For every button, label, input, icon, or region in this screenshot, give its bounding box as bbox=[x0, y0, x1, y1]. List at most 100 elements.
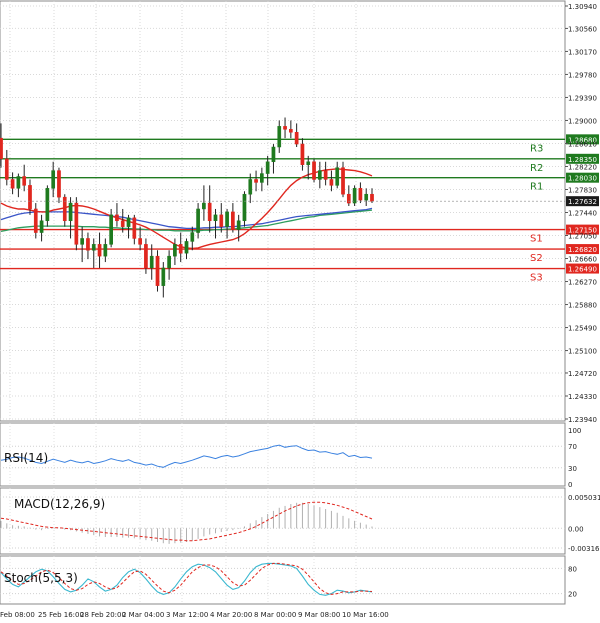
level-name-r2: R2 bbox=[530, 163, 543, 174]
stoch-panel-frame bbox=[0, 555, 566, 605]
candle-body bbox=[10, 179, 15, 189]
price-axis-tick-label: 1.24330 bbox=[568, 393, 597, 401]
level-name-s1: S1 bbox=[530, 234, 543, 245]
candle-body bbox=[178, 244, 183, 254]
price-axis-tick-label: 1.30940 bbox=[568, 3, 597, 11]
candle-body bbox=[323, 170, 328, 180]
candle-body bbox=[28, 185, 32, 210]
price-axis-tick-label: 1.28220 bbox=[568, 163, 597, 171]
candle-body bbox=[91, 244, 96, 251]
rsi-line bbox=[0, 444, 373, 468]
candle-body bbox=[225, 211, 229, 227]
time-axis-tick-label: 25 Feb 16:00 bbox=[38, 611, 84, 619]
candle-body bbox=[155, 255, 160, 286]
price-axis-tick-label: 1.25880 bbox=[568, 302, 597, 310]
rsi-axis: 100 70 30 0 bbox=[568, 427, 581, 489]
candle-body bbox=[22, 176, 27, 186]
price-axis-tick-label: 1.30560 bbox=[568, 25, 597, 33]
price-axis-tick-label: 1.27830 bbox=[568, 186, 597, 194]
candle-body bbox=[231, 211, 235, 230]
stoch-axis-tick-label: 20 bbox=[568, 591, 577, 599]
candle-body bbox=[265, 161, 270, 174]
candle-body bbox=[138, 238, 142, 245]
rsi-series bbox=[0, 444, 373, 468]
macd-signal-series bbox=[0, 501, 373, 542]
candle-body bbox=[317, 170, 322, 180]
candle-body bbox=[103, 244, 108, 257]
stoch-k-line bbox=[0, 562, 373, 596]
time-axis-tick-label: 2 Mar 04:00 bbox=[122, 611, 164, 619]
moving-averages bbox=[0, 168, 373, 250]
candle-body bbox=[277, 126, 282, 148]
candle-body bbox=[352, 188, 357, 204]
rsi-axis-tick-label: 30 bbox=[568, 465, 577, 473]
level-price-badge bbox=[566, 153, 599, 164]
rsi-axis-tick-label: 70 bbox=[568, 443, 577, 451]
candle-body bbox=[294, 132, 299, 145]
candle-body bbox=[109, 214, 113, 245]
price-axis-tick-label: 1.24720 bbox=[568, 370, 597, 378]
level-price-badge bbox=[566, 172, 599, 183]
price-axis: 1.30940 1.30560 1.30170 1.29780 1.29390 1.290… bbox=[0, 3, 599, 424]
candle-body bbox=[335, 167, 340, 186]
level-name-s3: S3 bbox=[530, 273, 543, 284]
candle-body bbox=[173, 244, 177, 257]
candle-body bbox=[45, 188, 50, 222]
level-name-s2: S2 bbox=[530, 253, 543, 264]
time-axis-tick-label: 4 Mar 20:00 bbox=[210, 611, 252, 619]
price-axis-tick-label: 1.25100 bbox=[568, 348, 597, 356]
candle-body bbox=[161, 267, 166, 286]
rsi-grid bbox=[0, 423, 565, 486]
price-axis-tick-label: 1.29390 bbox=[568, 94, 597, 102]
stoch-series bbox=[0, 562, 373, 596]
candle-body bbox=[202, 202, 206, 210]
candle-body bbox=[4, 158, 9, 180]
price-axis-tick-label: 1.26660 bbox=[568, 256, 597, 264]
macd-axis-tick-label: 0.00 bbox=[568, 525, 584, 533]
level-price-label: 1.28030 bbox=[568, 175, 597, 183]
price-axis-tick-label: 1.30170 bbox=[568, 48, 597, 56]
price-axis-tick-label: 1.23940 bbox=[568, 416, 597, 424]
candle-body bbox=[16, 176, 21, 189]
level-price-badge bbox=[566, 134, 599, 145]
candle-body bbox=[358, 188, 363, 201]
price-axis-tick-label: 1.29000 bbox=[568, 117, 597, 125]
level-price-label: 1.28680 bbox=[568, 136, 597, 144]
candle-body bbox=[184, 241, 189, 254]
candle-body bbox=[51, 170, 56, 189]
stoch-axis-tick-label: 80 bbox=[568, 565, 577, 573]
time-axis-tick-label: 10 Mar 16:00 bbox=[342, 611, 389, 619]
candle-body bbox=[86, 238, 90, 251]
macd-axis-tick-label: 0.005031 bbox=[568, 494, 600, 502]
candle-body bbox=[341, 167, 345, 195]
candle-body bbox=[260, 173, 264, 183]
current-price-badge bbox=[566, 196, 599, 207]
candle-body bbox=[364, 193, 369, 201]
candle-body bbox=[300, 143, 305, 165]
price-panel-frame bbox=[0, 0, 566, 422]
stoch-d-line bbox=[0, 562, 373, 595]
candle-body bbox=[39, 220, 44, 233]
candle-body bbox=[57, 170, 61, 198]
candle-body bbox=[288, 129, 293, 133]
candle-body bbox=[370, 193, 374, 202]
price-panel: R31.28680R21.28350R11.28030S11.27150S21.… bbox=[0, 0, 599, 424]
macd-panel-frame bbox=[0, 487, 566, 555]
ma-green-line bbox=[0, 209, 373, 233]
macd-histogram bbox=[0, 502, 373, 544]
candle-body bbox=[346, 193, 351, 204]
candle-body bbox=[33, 208, 38, 233]
candle-body bbox=[306, 161, 311, 165]
level-price-badge bbox=[566, 244, 599, 255]
candle-body bbox=[219, 214, 224, 227]
price-axis-tick-label: 1.25490 bbox=[568, 325, 597, 333]
candle-body bbox=[242, 193, 247, 222]
level-price-label: 1.26820 bbox=[568, 246, 597, 254]
level-name-r3: R3 bbox=[530, 143, 543, 154]
candle-body bbox=[126, 217, 131, 227]
current-price-label: 1.27632 bbox=[568, 198, 597, 206]
macd-label: MACD(12,26,9) bbox=[14, 497, 105, 511]
candle-body bbox=[132, 217, 137, 239]
candle-body bbox=[167, 255, 171, 269]
